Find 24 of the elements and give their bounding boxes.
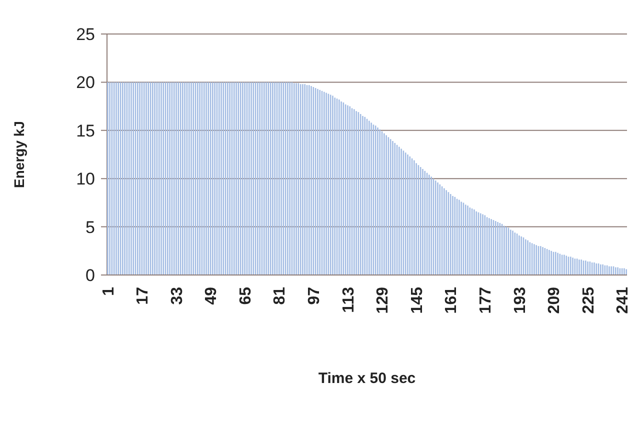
x-tick-label: 209 <box>546 286 564 314</box>
y-tick-label: 15 <box>76 121 95 140</box>
x-tick-label: 145 <box>408 286 426 314</box>
x-tick-label: 97 <box>306 286 324 305</box>
x-tick-label: 177 <box>477 286 494 314</box>
x-tick-label: 241 <box>614 286 632 314</box>
x-tick-label: 193 <box>512 286 529 314</box>
y-tick-label: 25 <box>76 24 95 44</box>
x-axis-title: Time x 50 sec <box>318 370 416 387</box>
x-tick-label: 225 <box>580 286 598 314</box>
x-tick-label: 49 <box>203 286 220 305</box>
x-tick-label: 129 <box>374 286 392 314</box>
x-tick-label: 113 <box>340 286 358 313</box>
y-axis-title: Energy kJ <box>11 121 27 188</box>
y-tick-label: 10 <box>76 170 95 189</box>
x-tick-label: 65 <box>237 286 254 305</box>
x-tick-label: 1 <box>100 286 118 296</box>
x-tick-label: 81 <box>272 286 289 305</box>
x-tick-label: 17 <box>134 286 152 305</box>
x-tick-label: 33 <box>168 286 186 305</box>
y-tick-label: 20 <box>76 73 95 92</box>
x-tick-label: 161 <box>443 286 460 314</box>
y-tick-label: 0 <box>86 266 95 285</box>
y-tick-label: 5 <box>86 218 95 237</box>
